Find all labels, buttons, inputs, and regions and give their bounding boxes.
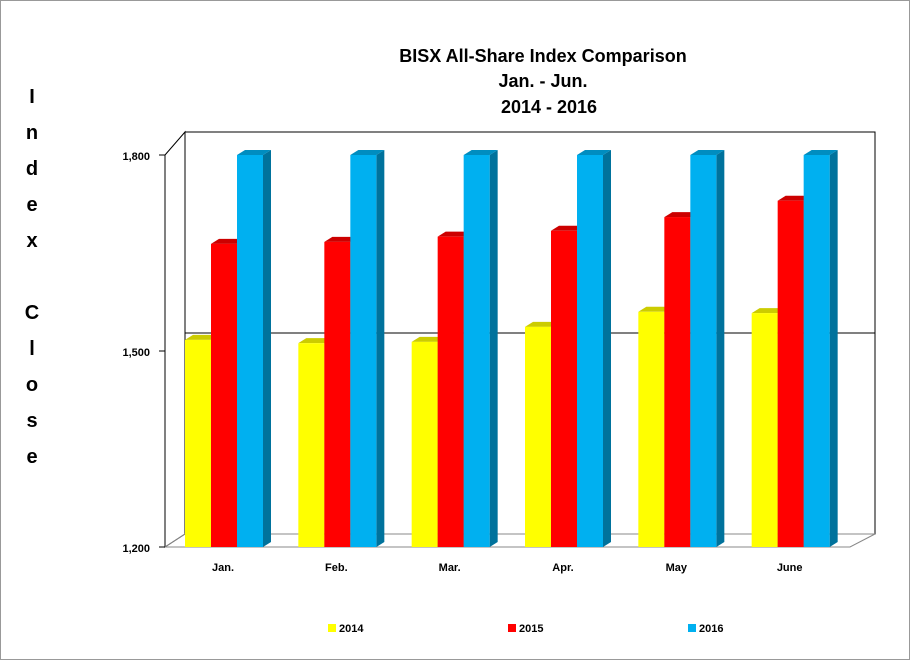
bar-top	[551, 225, 585, 231]
bar-top	[751, 308, 786, 314]
bar	[298, 343, 325, 547]
x-tick-label: June	[777, 562, 803, 574]
bar-top	[463, 150, 498, 155]
legend-label: 2014	[339, 623, 364, 635]
bar-side	[603, 150, 611, 547]
bar-top	[577, 150, 611, 155]
bar	[411, 341, 438, 547]
bar-top	[437, 231, 472, 237]
bar	[751, 313, 778, 547]
bar-top	[664, 212, 699, 218]
bar-top	[525, 321, 559, 327]
bar	[437, 236, 464, 547]
bar	[185, 339, 211, 547]
legend-label: 2016	[699, 623, 723, 635]
bar-top	[298, 338, 333, 344]
legend-swatch	[508, 624, 516, 632]
y-axis-label: Index Close	[21, 86, 43, 482]
x-tick-label: May	[666, 562, 688, 574]
bar	[463, 155, 490, 547]
bar	[211, 243, 237, 547]
bar-top	[237, 150, 271, 155]
x-tick-label: Mar.	[439, 562, 461, 574]
bar-top	[350, 150, 385, 155]
floor	[163, 533, 876, 548]
y-tick-label: 1,800	[122, 151, 150, 163]
bar-top	[777, 195, 812, 201]
bar	[777, 200, 804, 547]
bar	[664, 217, 691, 548]
chart-subtitle: Jan. - Jun.	[498, 71, 587, 91]
bar-side	[489, 150, 498, 547]
bar	[525, 326, 551, 547]
bar-top	[803, 150, 838, 155]
x-tick-label: Jan.	[212, 562, 234, 574]
x-tick-label: Apr.	[552, 562, 573, 574]
bar	[324, 241, 351, 548]
bar-top	[638, 306, 673, 312]
legend-label: 2015	[519, 623, 543, 635]
bar-side	[376, 150, 385, 547]
bar	[237, 155, 263, 547]
bar-side	[263, 150, 271, 547]
bar	[638, 311, 665, 547]
y-tick-label: 1,200	[122, 543, 150, 555]
bar-side	[716, 150, 725, 547]
bar-top	[411, 336, 446, 342]
chart-title: BISX All-Share Index Comparison	[399, 46, 686, 66]
bar-side	[829, 150, 838, 547]
bar-top	[690, 150, 725, 155]
bar	[350, 155, 377, 547]
bar	[803, 155, 830, 547]
x-tick-label: Feb.	[325, 562, 348, 574]
bar-top	[185, 334, 219, 340]
bar-top	[324, 236, 359, 242]
legend-swatch	[688, 624, 696, 632]
chart-subtitle: 2014 - 2016	[501, 97, 597, 117]
y-tick-label: 1,500	[122, 347, 150, 359]
bar	[551, 230, 577, 547]
legend-swatch	[328, 624, 336, 632]
bar	[577, 155, 603, 547]
bar-top	[211, 238, 245, 244]
bar	[690, 155, 717, 547]
